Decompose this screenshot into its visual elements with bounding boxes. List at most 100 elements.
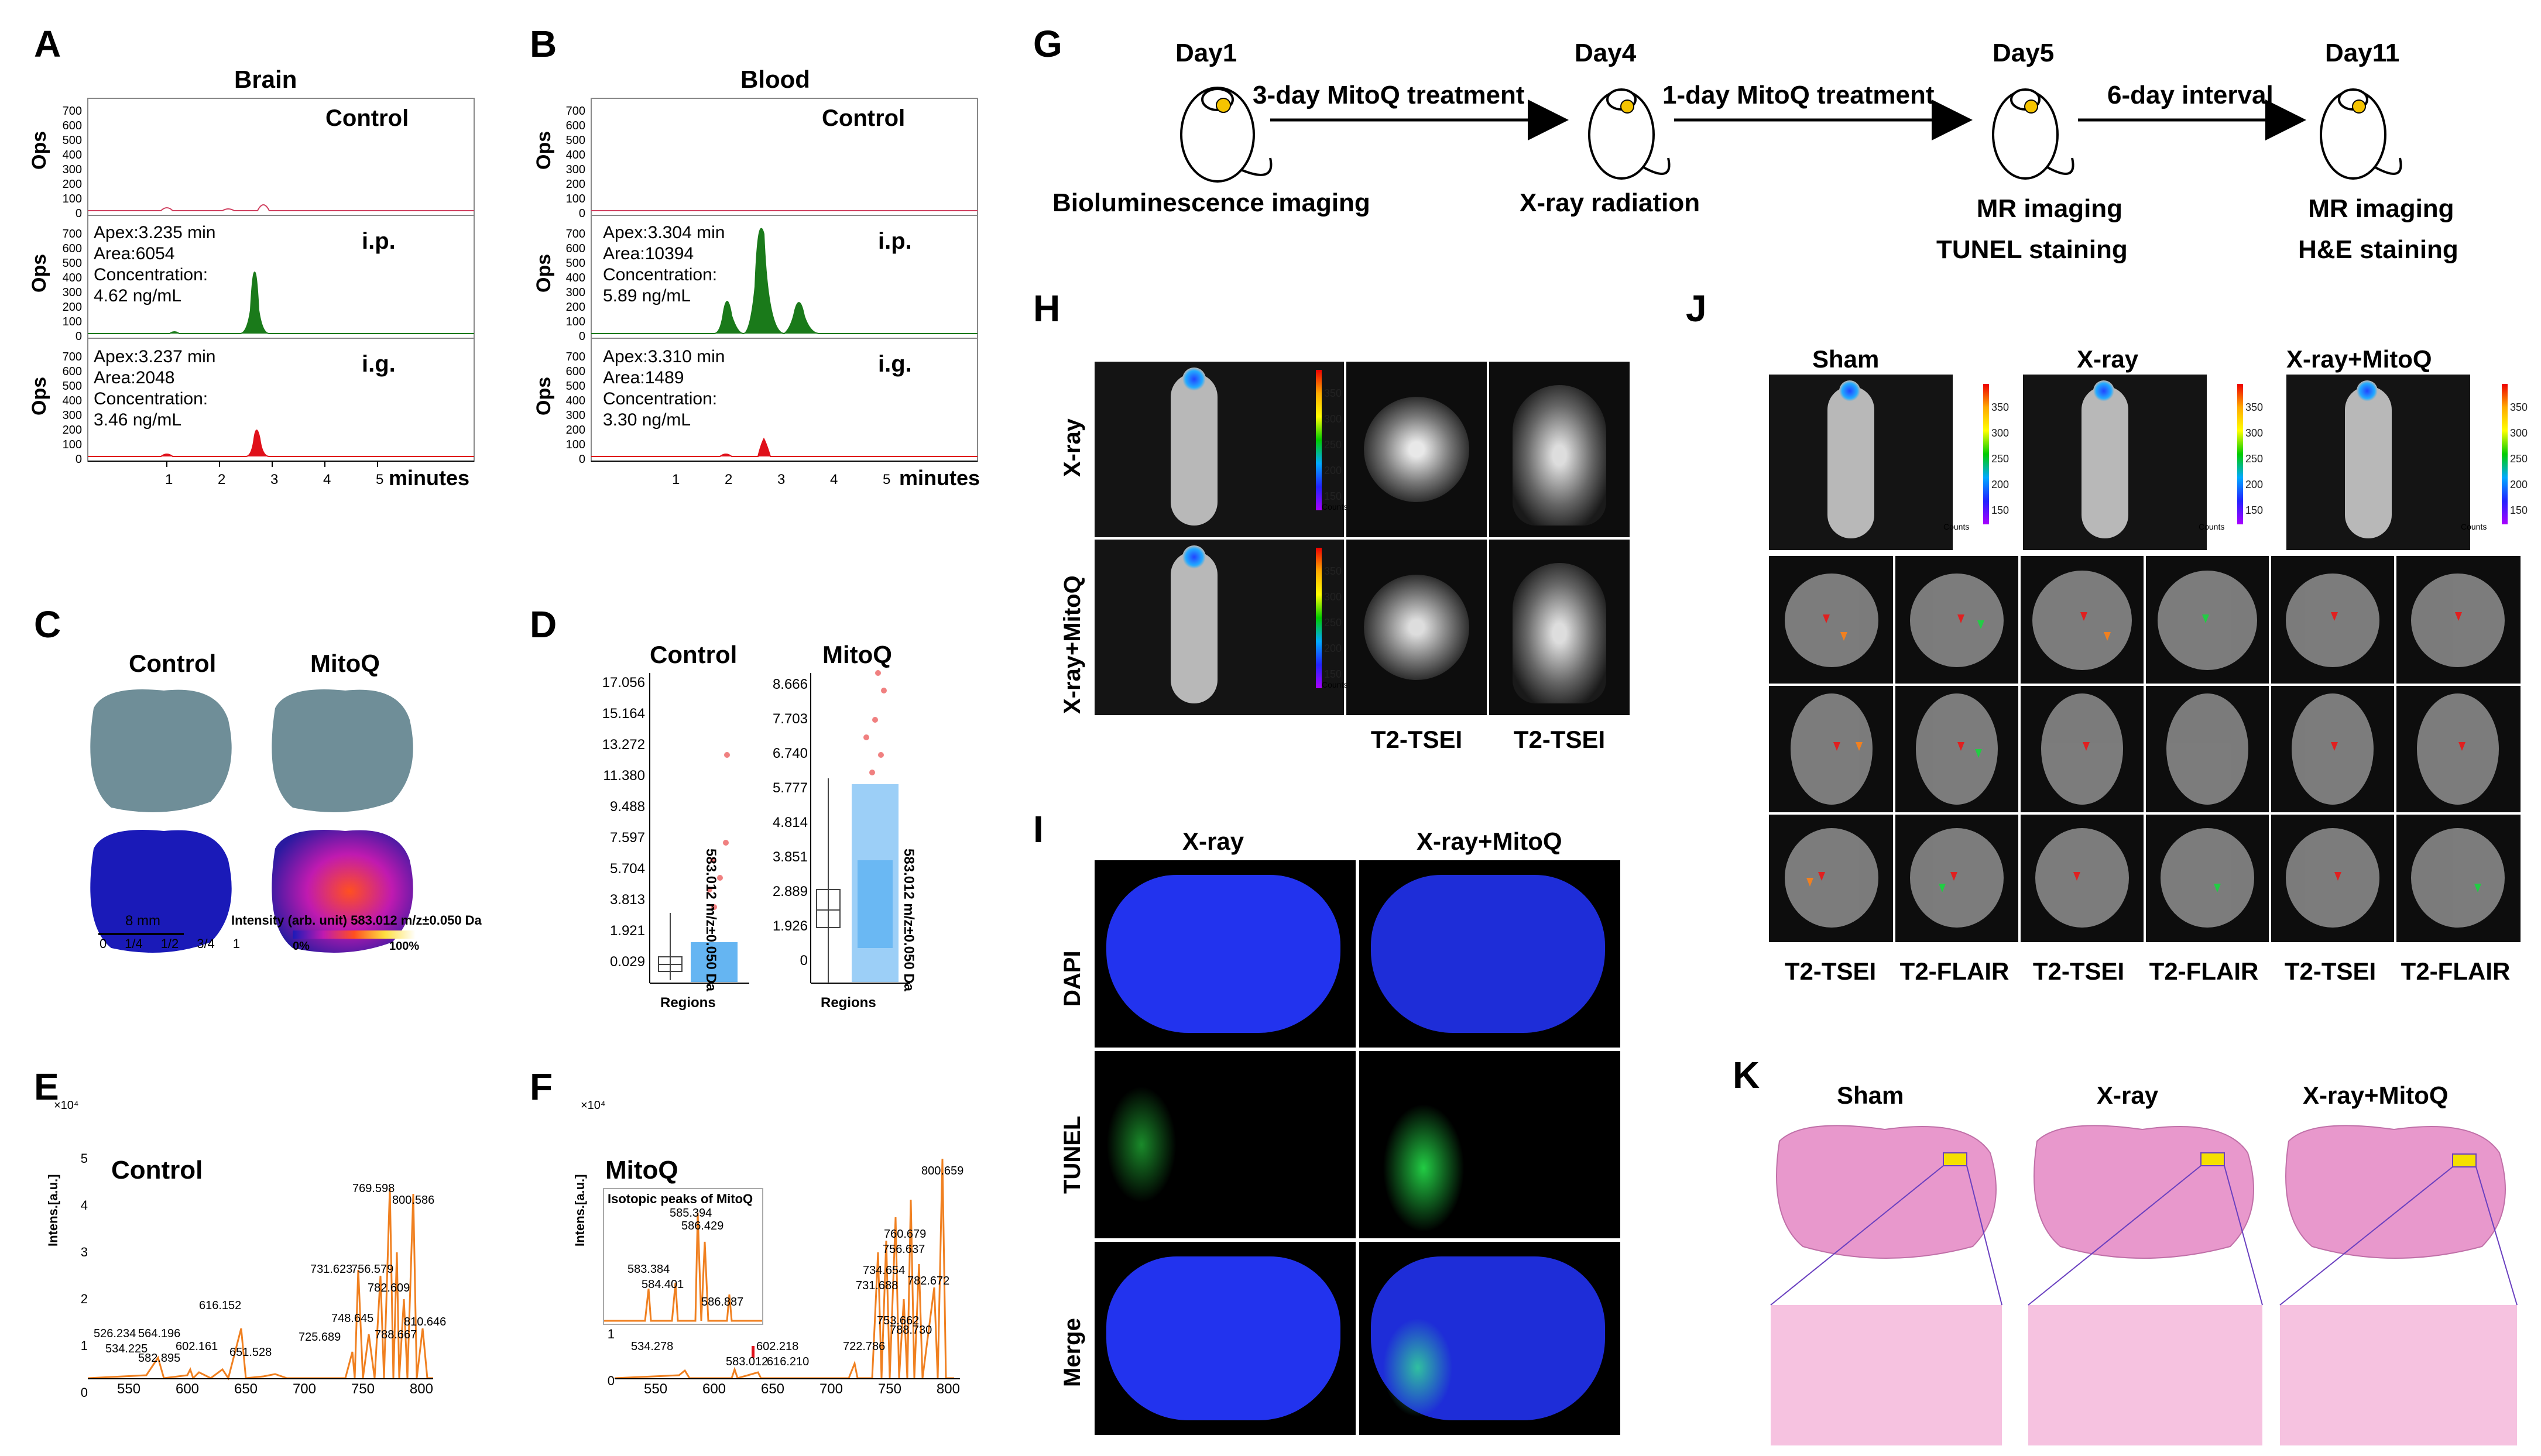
j-col1: Sham bbox=[1812, 345, 1880, 373]
h-caption-1: T2-TSEI bbox=[1370, 726, 1463, 753]
a-ig-info: Apex:3.237 min Area:2048 Concentration: 3.4… bbox=[94, 347, 216, 430]
j-col3: X-ray+MitoQ bbox=[2286, 345, 2432, 373]
g-caption-1: Bioluminescence imaging bbox=[1052, 188, 1370, 217]
c-col2: MitoQ bbox=[310, 650, 380, 677]
a-ip-info: Apex:3.235 min Area:6054 Concentration: 4.6… bbox=[94, 223, 216, 305]
panel-label-d: D bbox=[530, 603, 557, 645]
panel-label-c: C bbox=[34, 603, 61, 645]
i-dapi-mitoq bbox=[1359, 860, 1620, 1048]
g-arrow-2: 1-day MitoQ treatment bbox=[1662, 81, 1935, 109]
f-inset: Isotopic peaks of MitoQ 583.384 584.401 … bbox=[603, 1188, 763, 1325]
i-merge-xray bbox=[1095, 1242, 1356, 1435]
e-title: Control bbox=[111, 1156, 203, 1184]
a-ylabel-2: Ops bbox=[28, 253, 50, 293]
j-caption-6: T2-FLAIR bbox=[2401, 957, 2511, 985]
i-row3: Merge bbox=[1059, 1318, 1085, 1387]
c-col1: Control bbox=[129, 650, 217, 677]
g-day1: Day1 bbox=[1175, 39, 1237, 67]
j-bli-mitoq bbox=[2286, 375, 2470, 550]
i-merge-mitoq bbox=[1359, 1242, 1620, 1435]
h-row1: X-ray bbox=[1059, 418, 1085, 477]
h-cbar-label-2: Counts bbox=[1322, 680, 1348, 689]
i-row1: DAPI bbox=[1059, 950, 1085, 1007]
b-xtick-4: 4 bbox=[830, 472, 838, 487]
panel-label-j: J bbox=[1686, 287, 1707, 329]
f-xticks: 550 600 650 700 750 800 bbox=[644, 1381, 960, 1397]
h-mri-sagittal-2 bbox=[1489, 540, 1630, 715]
panel-label-h: H bbox=[1033, 287, 1061, 329]
c-intensity-label: Intensity (arb. unit) 583.012 m/z±0.050 … bbox=[231, 913, 482, 928]
panel-label-f: F bbox=[530, 1066, 553, 1108]
a-row1-tag: Control bbox=[325, 105, 409, 131]
b-xtick-3: 3 bbox=[777, 472, 786, 487]
j-caption-4: T2-FLAIR bbox=[2149, 957, 2259, 985]
b-row3-tag: i.g. bbox=[878, 351, 912, 377]
g-caption-4: MR imaging H&E staining bbox=[2298, 194, 2458, 264]
h-cbar-ticks-2: 350 300 250 200 150 bbox=[1324, 565, 1342, 680]
j-colorbar-3 bbox=[2502, 384, 2508, 524]
e-yexp: ×10⁴ bbox=[54, 1099, 79, 1112]
d-ylabel-2: 583.012 m/z±0.050 Da bbox=[901, 849, 917, 992]
f-inset-title: Isotopic peaks of MitoQ bbox=[608, 1191, 753, 1206]
g-day5: Day5 bbox=[1993, 39, 2055, 67]
j-caption-3: T2-TSEI bbox=[2032, 957, 2125, 985]
d-boxplots bbox=[649, 670, 910, 984]
h-cbar-ticks-1: 350 300 250 200 150 bbox=[1324, 387, 1342, 502]
f-ylabel: Intens.[a.u.] bbox=[572, 1174, 587, 1246]
a-yticks-1: 700 600 500 400 300 200 100 0 bbox=[62, 105, 82, 220]
a-xtick-4: 4 bbox=[323, 472, 331, 487]
f-spectrum bbox=[615, 1158, 960, 1379]
a-xtick-2: 2 bbox=[218, 472, 226, 487]
f-yexp: ×10⁴ bbox=[581, 1099, 606, 1112]
a-xunit: minutes bbox=[389, 466, 470, 490]
panel-label-g: G bbox=[1033, 23, 1062, 65]
b-ip-info: Apex:3.304 min Area:10394 Concentration: 5.… bbox=[603, 223, 725, 305]
c-scale-ticks: 0 1/4 1/2 3/4 1 bbox=[100, 936, 240, 951]
j-col2: X-ray bbox=[2077, 345, 2139, 373]
i-dapi-xray bbox=[1095, 860, 1356, 1048]
b-yticks-3: 700 600 500 400 300 200 100 0 bbox=[565, 351, 585, 466]
b-ylabel-3: Ops bbox=[533, 376, 555, 415]
e-spectrum bbox=[88, 1187, 433, 1381]
panel-label-i: I bbox=[1033, 808, 1044, 850]
h-xray-bli-image bbox=[1095, 362, 1344, 537]
j-bli-xray bbox=[2023, 375, 2207, 550]
h-mri-axial-1 bbox=[1346, 362, 1487, 537]
a-row2-tag: i.p. bbox=[362, 228, 396, 254]
panel-label-k: K bbox=[1733, 1054, 1760, 1096]
b-yticks-2: 700 600 500 400 300 200 100 0 bbox=[565, 228, 585, 343]
b-xtick-5: 5 bbox=[883, 472, 891, 487]
h-colorbar-1 bbox=[1316, 370, 1322, 510]
g-arrow-1: 3-day MitoQ treatment bbox=[1253, 81, 1525, 109]
c-scalebar bbox=[98, 933, 184, 935]
f-title: MitoQ bbox=[605, 1156, 678, 1184]
c-cbar-max: 100% bbox=[389, 940, 420, 953]
j-caption-1: T2-TSEI bbox=[1784, 957, 1877, 985]
chromatogram-b bbox=[591, 98, 978, 462]
k-he-images bbox=[1770, 1125, 2518, 1445]
a-yticks-2: 700 600 500 400 300 200 100 0 bbox=[62, 228, 82, 343]
k-col3: X-ray+MitoQ bbox=[2303, 1081, 2449, 1109]
e-xticks: 550 600 650 700 750 800 bbox=[117, 1381, 433, 1397]
b-xtick-2: 2 bbox=[725, 472, 733, 487]
g-caption-3: MR imaging TUNEL staining bbox=[1936, 194, 2128, 264]
d-col2: MitoQ bbox=[822, 641, 892, 668]
c-scalebar-label: 8 mm bbox=[125, 913, 160, 929]
k-col2: X-ray bbox=[2097, 1081, 2159, 1109]
j-cbar-label-2: Counts bbox=[2199, 522, 2225, 531]
b-row2-tag: i.p. bbox=[878, 228, 912, 254]
h-mri-sagittal-1 bbox=[1489, 362, 1630, 537]
g-timeline bbox=[1180, 87, 2402, 183]
h-colorbar-2 bbox=[1316, 548, 1322, 688]
j-cbar-ticks-3: 350 300 250 200 150 bbox=[2510, 401, 2528, 516]
a-ylabel-1: Ops bbox=[28, 131, 50, 170]
b-ylabel-1: Ops bbox=[533, 131, 555, 170]
panel-a-title: Brain bbox=[234, 66, 297, 93]
b-xtick-1: 1 bbox=[672, 472, 680, 487]
panel-label-a: A bbox=[34, 23, 61, 65]
k-col1: Sham bbox=[1837, 1081, 1904, 1109]
i-row2: TUNEL bbox=[1059, 1115, 1085, 1194]
chromatogram-a bbox=[87, 98, 475, 467]
c-colorbar bbox=[293, 930, 416, 939]
